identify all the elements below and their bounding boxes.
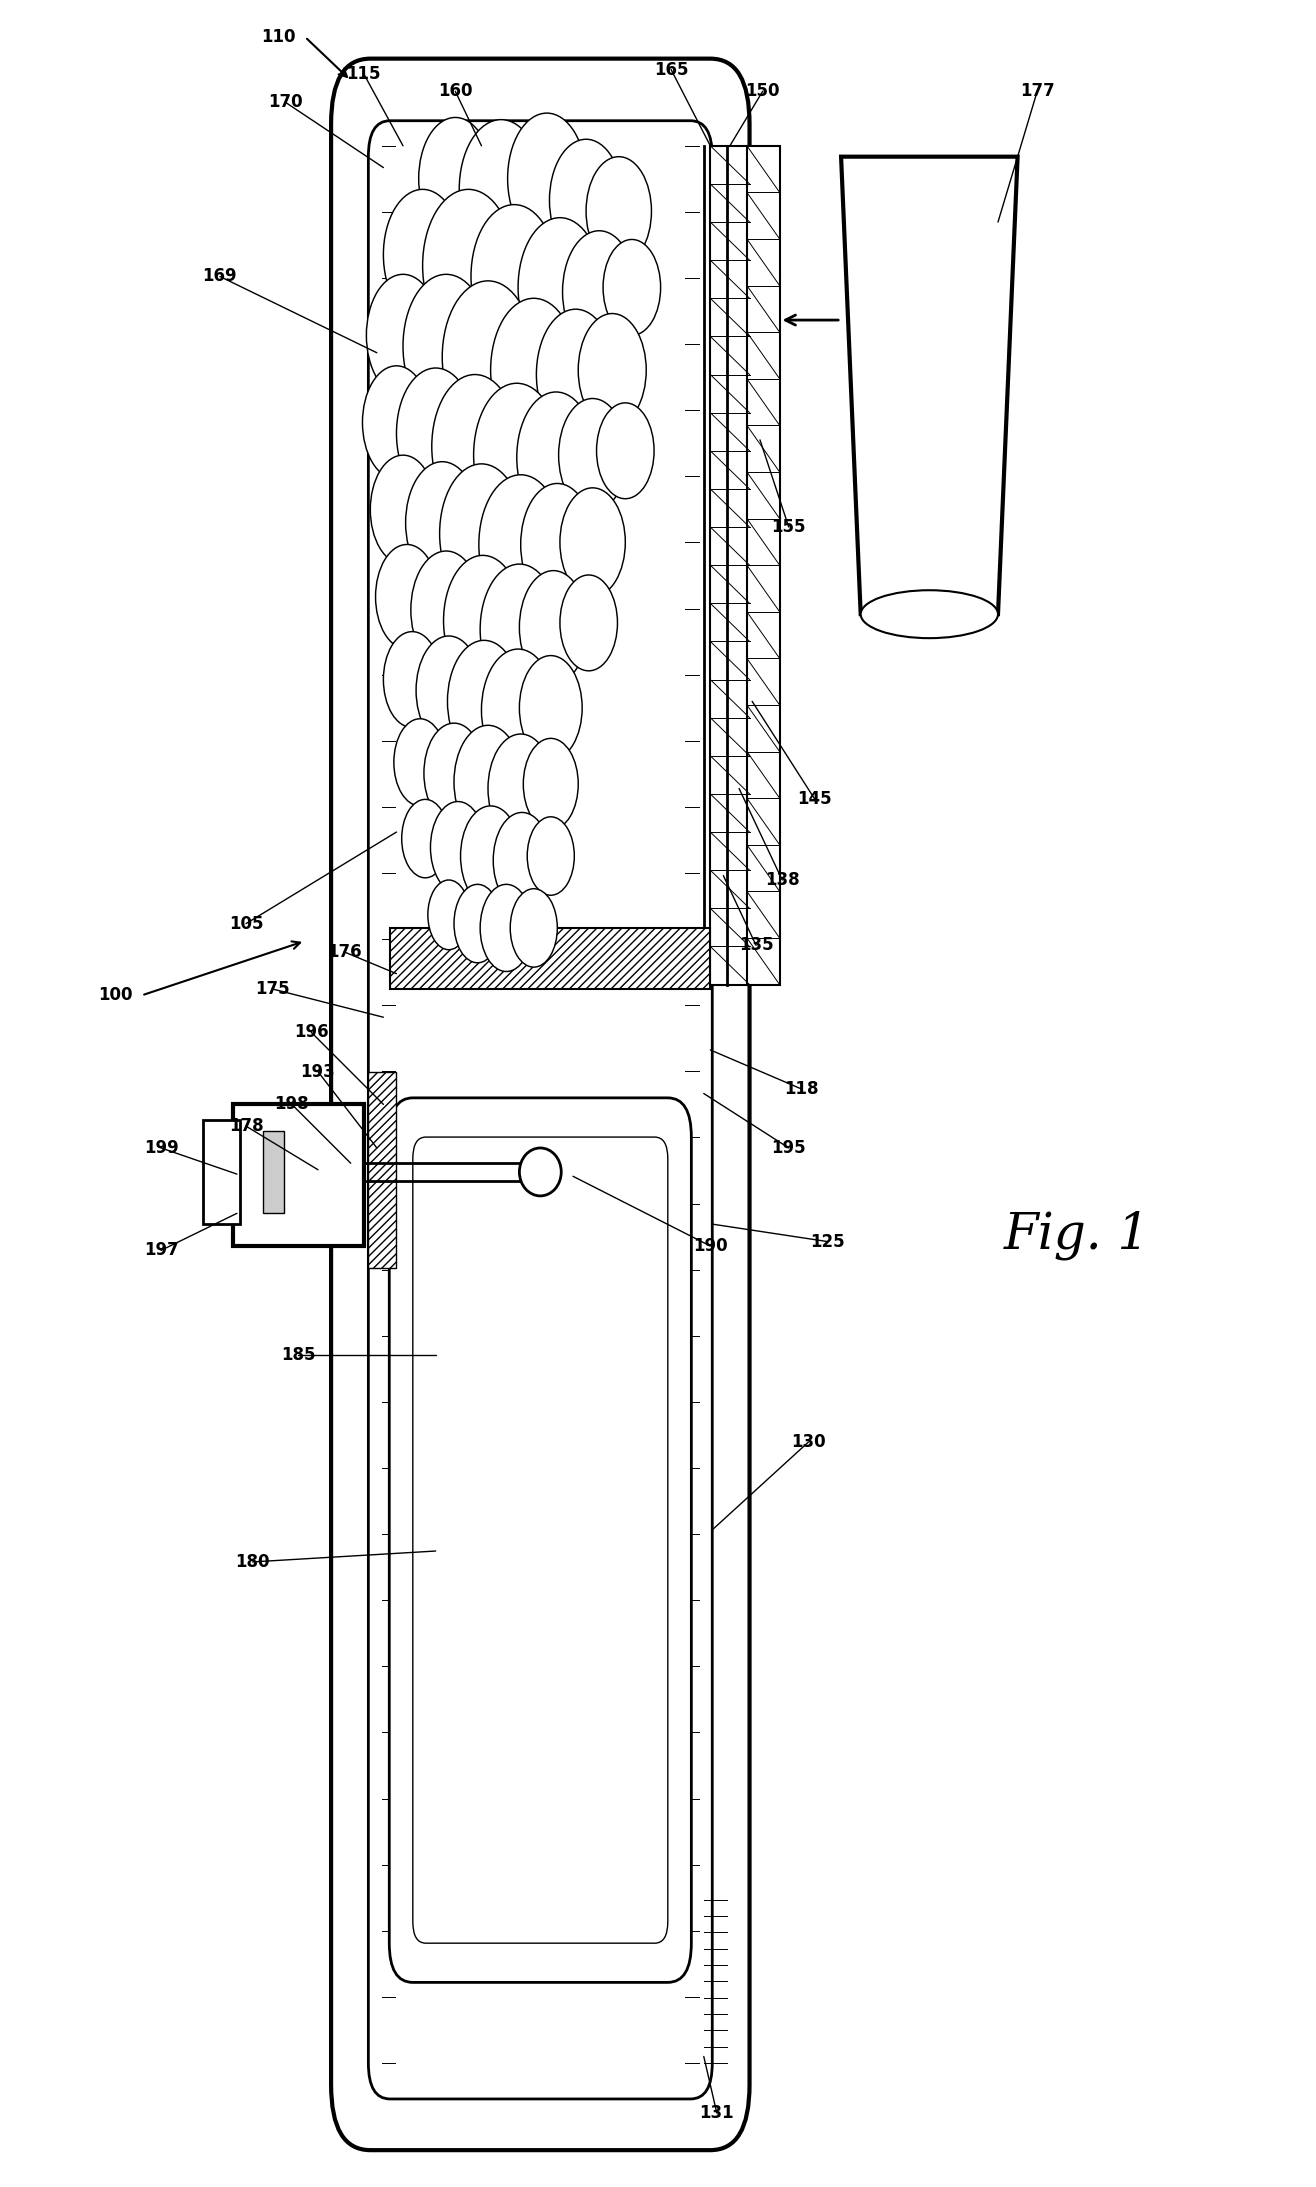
Circle shape bbox=[411, 551, 482, 669]
Text: 160: 160 bbox=[438, 83, 472, 101]
Circle shape bbox=[461, 807, 521, 905]
Bar bbox=[367, 1072, 396, 1268]
Text: 155: 155 bbox=[771, 518, 805, 536]
Circle shape bbox=[442, 280, 534, 433]
Ellipse shape bbox=[520, 1148, 561, 1196]
Circle shape bbox=[422, 190, 515, 341]
Circle shape bbox=[474, 383, 559, 527]
Circle shape bbox=[558, 398, 626, 512]
Circle shape bbox=[480, 564, 558, 695]
Circle shape bbox=[430, 803, 486, 892]
Text: 100: 100 bbox=[99, 986, 133, 1004]
Text: 190: 190 bbox=[694, 1238, 728, 1255]
Circle shape bbox=[459, 120, 544, 258]
Circle shape bbox=[403, 273, 490, 418]
Text: 175: 175 bbox=[255, 980, 290, 997]
Text: 185: 185 bbox=[282, 1345, 316, 1365]
Text: 193: 193 bbox=[300, 1063, 336, 1080]
Circle shape bbox=[443, 555, 522, 687]
Polygon shape bbox=[841, 157, 1017, 615]
Circle shape bbox=[508, 114, 586, 243]
Circle shape bbox=[366, 273, 440, 396]
Circle shape bbox=[393, 720, 446, 807]
Text: 125: 125 bbox=[811, 1233, 845, 1251]
Circle shape bbox=[537, 308, 615, 440]
Circle shape bbox=[416, 636, 482, 746]
Text: 177: 177 bbox=[1020, 83, 1054, 101]
Circle shape bbox=[440, 464, 524, 604]
Circle shape bbox=[479, 475, 562, 615]
Text: 130: 130 bbox=[791, 1432, 825, 1452]
Circle shape bbox=[562, 232, 636, 352]
Text: 170: 170 bbox=[268, 94, 303, 112]
Circle shape bbox=[559, 575, 617, 671]
Text: Fig. 1: Fig. 1 bbox=[1003, 1209, 1150, 1260]
Circle shape bbox=[447, 641, 521, 763]
Circle shape bbox=[383, 190, 462, 319]
Circle shape bbox=[528, 816, 574, 894]
Circle shape bbox=[586, 157, 651, 265]
Circle shape bbox=[471, 206, 557, 348]
Circle shape bbox=[405, 461, 479, 584]
Circle shape bbox=[511, 888, 557, 967]
Circle shape bbox=[521, 483, 594, 606]
Text: 178: 178 bbox=[229, 1118, 263, 1135]
Text: 105: 105 bbox=[229, 914, 263, 932]
Circle shape bbox=[488, 735, 554, 842]
Text: 196: 196 bbox=[295, 1024, 329, 1041]
Text: 138: 138 bbox=[765, 870, 800, 888]
Circle shape bbox=[454, 884, 501, 962]
Text: 145: 145 bbox=[797, 790, 832, 809]
Ellipse shape bbox=[861, 590, 998, 639]
Circle shape bbox=[596, 402, 654, 499]
Text: 135: 135 bbox=[738, 936, 774, 954]
Text: 197: 197 bbox=[143, 1242, 179, 1260]
Circle shape bbox=[550, 140, 622, 260]
Text: 110: 110 bbox=[262, 28, 296, 46]
Circle shape bbox=[480, 884, 533, 971]
Circle shape bbox=[362, 365, 430, 479]
Circle shape bbox=[401, 800, 449, 877]
Bar bbox=[711, 147, 750, 984]
Circle shape bbox=[454, 726, 522, 838]
Circle shape bbox=[520, 656, 582, 761]
Circle shape bbox=[559, 488, 625, 597]
Text: 118: 118 bbox=[784, 1080, 819, 1098]
Circle shape bbox=[491, 297, 576, 442]
Bar bbox=[203, 1120, 240, 1225]
Text: 131: 131 bbox=[700, 2104, 734, 2121]
Circle shape bbox=[432, 374, 519, 518]
Bar bbox=[747, 147, 779, 984]
Text: 176: 176 bbox=[326, 943, 362, 960]
Circle shape bbox=[383, 632, 441, 728]
Circle shape bbox=[370, 455, 436, 564]
Bar bbox=[390, 927, 711, 989]
Text: 180: 180 bbox=[236, 1553, 270, 1570]
Circle shape bbox=[428, 879, 470, 949]
Circle shape bbox=[418, 118, 492, 238]
FancyBboxPatch shape bbox=[332, 59, 750, 2150]
Circle shape bbox=[424, 724, 484, 822]
Text: 198: 198 bbox=[275, 1096, 309, 1113]
Circle shape bbox=[524, 739, 578, 829]
Text: 199: 199 bbox=[143, 1139, 179, 1157]
Circle shape bbox=[578, 313, 646, 426]
Text: 165: 165 bbox=[654, 61, 688, 79]
Text: 150: 150 bbox=[745, 83, 780, 101]
Circle shape bbox=[520, 571, 587, 685]
Text: 169: 169 bbox=[203, 267, 237, 286]
Text: 115: 115 bbox=[346, 66, 382, 83]
Circle shape bbox=[396, 367, 475, 499]
Circle shape bbox=[519, 219, 601, 356]
FancyBboxPatch shape bbox=[390, 1098, 691, 1981]
Bar bbox=[233, 1104, 363, 1247]
Circle shape bbox=[517, 391, 595, 523]
Circle shape bbox=[482, 650, 555, 772]
Circle shape bbox=[494, 811, 551, 908]
Circle shape bbox=[375, 545, 438, 650]
Text: 195: 195 bbox=[771, 1139, 807, 1157]
Bar bbox=[263, 1131, 284, 1214]
Circle shape bbox=[603, 238, 661, 335]
